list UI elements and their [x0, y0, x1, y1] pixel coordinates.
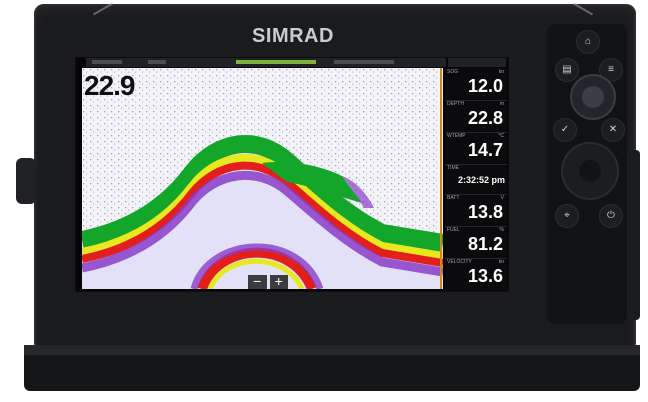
tile-unit: % — [499, 227, 504, 233]
tile-value: 13.8 — [467, 202, 503, 222]
rotary-knob[interactable] — [570, 74, 616, 120]
cancel-icon[interactable]: ✕ — [601, 118, 625, 142]
side-mount-knob[interactable] — [16, 158, 36, 204]
status-segment — [334, 60, 394, 64]
tile-value: 13.6 — [467, 266, 503, 286]
zoom-in-button[interactable]: + — [269, 274, 288, 289]
tile-battery[interactable]: BATT V 13.8 — [445, 194, 507, 227]
mount-bracket — [624, 150, 640, 320]
sonar-echogram — [82, 68, 443, 289]
tile-label: WTEMP — [447, 133, 466, 139]
hardware-keypad: ⌂ ▤ ≡ ✓ ✕ ⌖ ⏻ — [547, 24, 627, 324]
tile-unit: °C — [498, 133, 504, 139]
tile-unit: kn — [498, 259, 504, 265]
tile-unit: kn — [498, 69, 504, 75]
tile-depth[interactable]: DEPTH m 22.8 — [445, 100, 507, 133]
status-segment — [148, 60, 166, 64]
tile-time[interactable]: TIME 2:32:52 pm — [445, 164, 507, 195]
home-icon[interactable]: ⌂ — [576, 30, 600, 54]
tile-label: VELOCITY — [447, 259, 472, 265]
brand-logo: SIMRAD — [252, 25, 334, 47]
tile-unit: m — [499, 101, 504, 107]
tile-value: 22.8 — [467, 108, 503, 128]
tile-label: TIME — [447, 165, 459, 171]
zoom-controls: − + — [248, 274, 288, 289]
tile-value: 2:32:52 pm — [457, 175, 505, 185]
tile-label: SOG — [447, 69, 459, 75]
tile-value: 81.2 — [467, 234, 503, 254]
tile-unit: V — [500, 195, 504, 201]
pages-icon[interactable]: ▤ — [555, 58, 579, 82]
depth-readout: 22.9 — [84, 70, 135, 101]
tile-label: FUEL — [447, 227, 460, 233]
status-range-bar — [236, 60, 316, 64]
tile-velocity[interactable]: VELOCITY kn 13.6 — [445, 258, 507, 290]
tile-water-temp[interactable]: WTEMP °C 14.7 — [445, 132, 507, 165]
zoom-out-button[interactable]: − — [248, 274, 267, 289]
display-screen: 22.9 − + SOG kn 12.0 DEPTH m 22.8 WTEMP … — [75, 57, 509, 292]
sonar-view[interactable]: 22.9 − + — [82, 68, 443, 289]
waypoint-icon[interactable]: ⌖ — [555, 204, 579, 228]
bezel-highlight — [572, 2, 594, 16]
tile-label: DEPTH — [447, 101, 464, 107]
tile-label: BATT — [447, 195, 460, 201]
stand-lip — [24, 345, 640, 355]
mark-icon[interactable]: ✓ — [553, 118, 577, 142]
menu-tab[interactable] — [448, 58, 506, 67]
data-panel: SOG kn 12.0 DEPTH m 22.8 WTEMP °C 14.7 T… — [445, 68, 507, 290]
status-bar — [86, 58, 446, 67]
tile-fuel[interactable]: FUEL % 81.2 — [445, 226, 507, 259]
direction-pad[interactable] — [561, 142, 619, 200]
mounting-stand — [24, 345, 640, 391]
tile-sog[interactable]: SOG kn 12.0 — [445, 68, 507, 101]
bezel-highlight — [92, 2, 114, 16]
tile-value: 12.0 — [467, 76, 503, 96]
power-icon[interactable]: ⏻ — [599, 204, 623, 228]
status-segment — [92, 60, 122, 64]
tile-value: 14.7 — [467, 140, 503, 160]
